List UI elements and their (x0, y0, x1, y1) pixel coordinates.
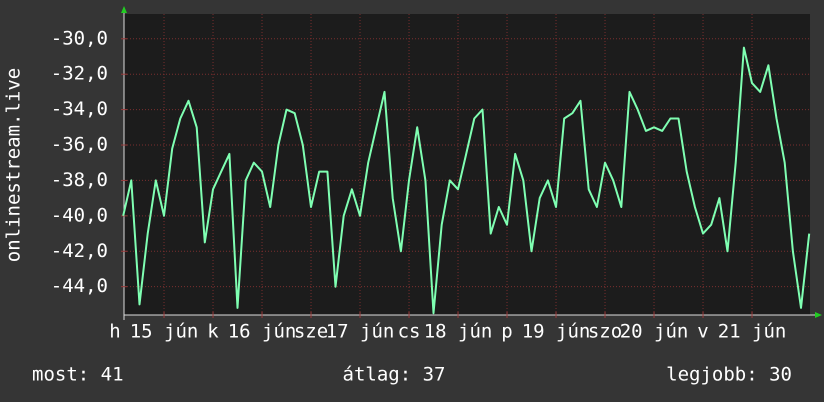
data-line (122, 46, 811, 315)
x-tick-label: szo (588, 321, 622, 343)
stat-current: most: 41 (32, 364, 124, 386)
x-tick-label: sze (294, 321, 328, 343)
x-tick-label: v (697, 321, 708, 343)
x-tick-label: 20 jún (620, 321, 689, 343)
x-tick-label: p (501, 321, 512, 343)
x-arrow (815, 312, 822, 318)
y-arrow (121, 6, 127, 13)
y-tick-label: -36,0 (51, 134, 108, 156)
plot-area (124, 14, 810, 315)
y-tick-label: -40,0 (51, 204, 108, 226)
y-tick-label: -42,0 (51, 240, 108, 262)
x-tick-label: 18 jún (424, 321, 493, 343)
stat-average: átlag: 37 (343, 364, 446, 386)
stat-best: legjobb: 30 (666, 364, 792, 386)
y-tick-label: -38,0 (51, 169, 108, 191)
x-tick-label: 19 jún (522, 321, 591, 343)
x-tick-label: cs (398, 321, 421, 343)
x-tick-label: 16 jún (228, 321, 297, 343)
x-tick-label: h (109, 321, 120, 343)
x-tick-label: 17 jún (326, 321, 395, 343)
y-axis-label: onlinestream.live (3, 68, 25, 262)
y-tick-label: -30,0 (51, 27, 108, 49)
x-tick-label: k (207, 321, 219, 343)
x-tick-label: 21 jún (718, 321, 787, 343)
axes (121, 6, 822, 320)
y-tick-label: -44,0 (51, 275, 108, 297)
y-tick-label: -34,0 (51, 98, 108, 120)
y-tick-label: -32,0 (51, 63, 108, 85)
x-tick-label: 15 jún (130, 321, 199, 343)
